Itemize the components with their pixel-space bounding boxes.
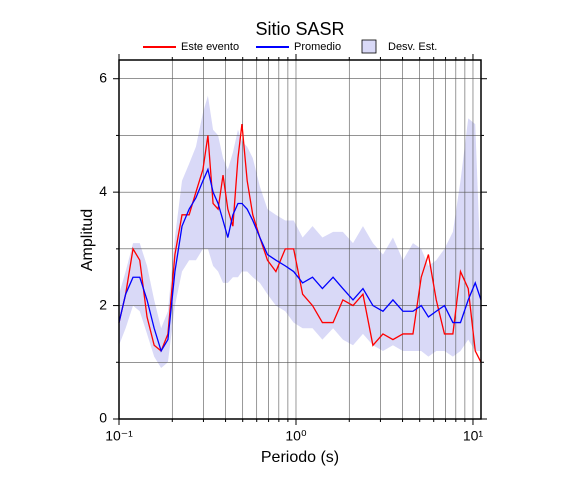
legend-swatch xyxy=(361,39,377,54)
chart-title: Sitio SASR xyxy=(255,19,344,39)
x-tick-label: 10¹ xyxy=(463,428,484,444)
y-tick-label: 6 xyxy=(99,69,107,85)
std-band xyxy=(119,95,481,368)
legend-label: Este evento xyxy=(181,41,239,53)
legend-label: Promedio xyxy=(294,41,341,53)
y-tick-label: 2 xyxy=(99,296,107,312)
x-tick-label: 10⁻¹ xyxy=(105,428,133,444)
series-line xyxy=(118,167,482,353)
y-tick-label: 0 xyxy=(99,410,107,426)
legend-label: Desv. Est. xyxy=(388,41,437,53)
series-line xyxy=(118,124,482,363)
y-axis-label: Amplitud xyxy=(79,209,96,271)
plot-frame xyxy=(118,59,482,420)
y-tick-label: 4 xyxy=(99,183,107,199)
x-tick-label: 10⁰ xyxy=(285,428,307,444)
x-axis-label: Periodo (s) xyxy=(261,449,339,466)
